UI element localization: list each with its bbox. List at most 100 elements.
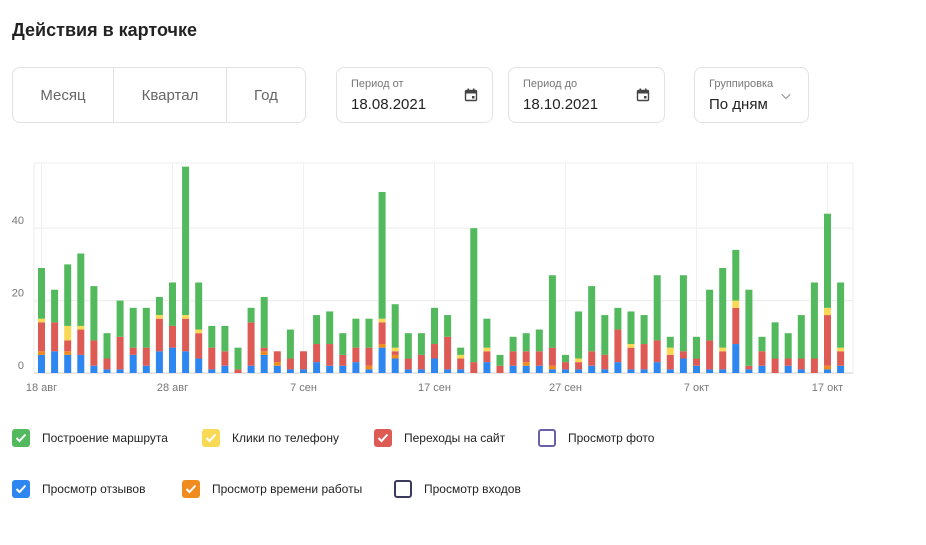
x-tick-label: 28 авг	[157, 382, 188, 394]
legend-checkbox[interactable]	[182, 480, 200, 498]
bar-segment	[771, 322, 779, 359]
legend-item-phone-clicks[interactable]: Клики по телефону	[202, 429, 339, 447]
legend-item-reviews[interactable]: Просмотр отзывов	[12, 480, 145, 498]
bar-segment	[719, 369, 727, 373]
bar-segment	[155, 315, 163, 319]
legend-item-photo-views[interactable]: Просмотр фото	[538, 429, 654, 447]
bar-segment	[719, 268, 727, 348]
bar-segment	[300, 369, 307, 373]
bar-segment	[352, 318, 360, 348]
legend-checkbox[interactable]	[202, 429, 220, 447]
bar-segment	[339, 354, 347, 366]
bar-segment	[142, 365, 150, 373]
bar-segment	[666, 336, 674, 348]
bar-segment	[706, 369, 714, 373]
bar-segment	[51, 289, 59, 323]
bar-segment	[457, 369, 465, 373]
grouping-label: Группировка	[709, 78, 774, 90]
bar-segment	[575, 369, 583, 373]
legend-checkbox[interactable]	[12, 480, 30, 498]
bar-segment	[627, 344, 635, 348]
legend-label: Построение маршрута	[42, 431, 168, 445]
period-from-field[interactable]: Период от 18.08.2021	[336, 67, 493, 123]
check-icon	[15, 433, 27, 443]
bar-segment	[116, 300, 124, 337]
bar-segment	[627, 311, 635, 345]
calendar-icon[interactable]	[464, 88, 478, 102]
bar-segment	[313, 315, 321, 345]
bar-segment	[169, 325, 176, 348]
bar-segment	[457, 354, 465, 359]
legend-checkbox[interactable]	[12, 429, 30, 447]
bar-segment	[260, 347, 268, 352]
bar-segment	[169, 347, 176, 373]
bar-segment	[221, 351, 229, 366]
bar-segment	[326, 344, 334, 366]
legend-checkbox[interactable]	[538, 429, 556, 447]
bar-segment	[470, 228, 478, 363]
period-year-button[interactable]: Год	[254, 86, 278, 104]
legend-item-entrances[interactable]: Просмотр входов	[394, 480, 521, 498]
bar-segment	[509, 336, 517, 352]
bar-segment	[627, 347, 635, 370]
bar-segment	[548, 275, 556, 348]
bar-segment	[208, 347, 216, 370]
bar-segment	[496, 354, 504, 366]
bar-segment	[431, 307, 438, 345]
calendar-icon[interactable]	[636, 88, 650, 102]
bar-segment	[339, 333, 347, 355]
bar-segment	[378, 347, 386, 373]
bar-segment	[483, 318, 491, 348]
period-quarter-button[interactable]: Квартал	[114, 68, 227, 122]
period-month-button[interactable]: Месяц	[13, 68, 114, 122]
bar-segment	[90, 340, 98, 366]
legend-item-route[interactable]: Построение маршрута	[12, 429, 168, 447]
grouping-value: По дням	[709, 96, 768, 113]
bar-segment	[522, 351, 530, 363]
bar-segment	[483, 347, 491, 352]
legend-item-site-visits[interactable]: Переходы на сайт	[374, 429, 505, 447]
bar-segment	[745, 369, 753, 373]
bar-segment	[365, 369, 373, 373]
bar-segment	[378, 191, 386, 319]
bar-segment	[155, 351, 163, 373]
bar-segment	[810, 358, 818, 373]
bar-segment	[627, 369, 635, 373]
period-to-field[interactable]: Период до 18.10.2021	[508, 67, 665, 123]
bar-segment	[483, 362, 491, 373]
bar-segment	[679, 358, 687, 373]
bar-segment	[784, 333, 792, 359]
bar-segment	[575, 362, 583, 370]
legend-checkbox[interactable]	[374, 429, 392, 447]
bar-segment	[300, 351, 307, 370]
bar-segment	[51, 322, 59, 352]
y-tick-label: 40	[12, 215, 24, 227]
bar-segment	[273, 351, 281, 363]
bar-segment	[195, 333, 203, 359]
bar-segment	[548, 365, 556, 370]
bar-segment	[509, 351, 517, 366]
legend-item-working-hours[interactable]: Просмотр времени работы	[182, 480, 362, 498]
bar-segment	[77, 253, 85, 326]
bar-segment	[653, 275, 661, 341]
bar-segment	[496, 365, 504, 373]
bar-segment	[679, 275, 687, 352]
bar-segment	[824, 307, 831, 316]
bar-segment	[431, 358, 438, 373]
chevron-down-icon	[781, 93, 791, 100]
bar-segment	[365, 347, 373, 366]
x-tick-label: 7 окт	[684, 382, 709, 394]
bar-segment	[417, 354, 425, 370]
bar-segment	[588, 286, 596, 352]
bar-segment	[77, 329, 85, 355]
bar-segment	[391, 351, 399, 355]
bar-segment	[182, 318, 190, 352]
grouping-select[interactable]: Группировка По дням	[694, 67, 809, 123]
bar-segment	[588, 351, 596, 366]
bar-segment	[352, 347, 360, 363]
bar-segment	[470, 362, 478, 373]
bar-segment	[404, 369, 412, 373]
bar-segment	[221, 325, 229, 352]
legend-checkbox[interactable]	[394, 480, 412, 498]
bar-segment	[247, 322, 255, 366]
